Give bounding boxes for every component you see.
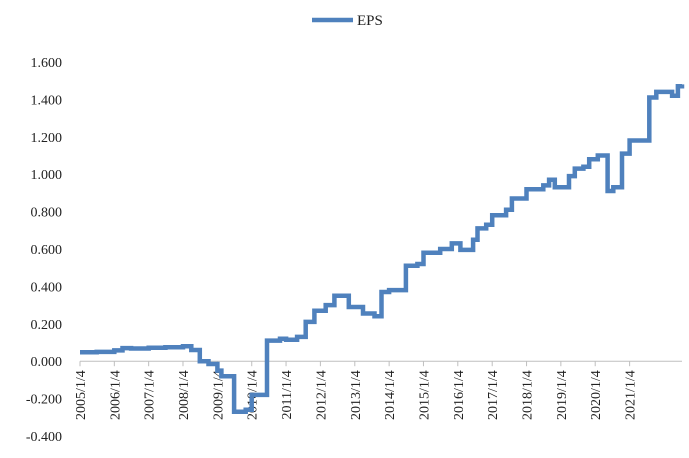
y-tick-label: 1.000 xyxy=(31,168,63,183)
y-tick-label: 1.200 xyxy=(31,131,63,146)
x-tick-label: 2012/1/4 xyxy=(314,370,329,420)
x-tick-label: 2007/1/4 xyxy=(143,370,158,420)
y-tick-label: -0.200 xyxy=(26,393,62,408)
y-tick-label: 0.600 xyxy=(31,243,63,258)
legend-label-eps: EPS xyxy=(357,13,383,29)
y-tick-label: 1.400 xyxy=(31,93,63,108)
x-tick-label: 2017/1/4 xyxy=(486,370,501,420)
x-tick-label: 2015/1/4 xyxy=(417,370,432,420)
legend: EPS xyxy=(312,13,383,29)
x-tick-label: 2013/1/4 xyxy=(349,370,364,420)
x-axis-tick-labels: 2005/1/4 2006/1/4 2007/1/4 2008/1/4 2009/1/4… xyxy=(74,370,639,420)
x-tick-label: 2014/1/4 xyxy=(383,370,398,420)
x-tick-label: 2008/1/4 xyxy=(177,370,192,420)
x-tick-label: 2016/1/4 xyxy=(452,370,467,420)
x-tick-label: 2019/1/4 xyxy=(555,370,570,420)
x-tick-label: 2011/1/4 xyxy=(280,370,295,419)
y-tick-label: 0.800 xyxy=(31,206,63,221)
y-tick-label: 0.000 xyxy=(31,355,63,370)
y-tick-label: 0.200 xyxy=(31,318,63,333)
x-tick-label: 2006/1/4 xyxy=(108,370,123,420)
y-tick-label: -0.400 xyxy=(26,430,62,445)
x-tick-label: 2020/1/4 xyxy=(589,370,604,420)
x-tick-label: 2018/1/4 xyxy=(521,370,536,420)
y-tick-label: 1.600 xyxy=(31,56,63,71)
series-line-eps xyxy=(80,84,685,414)
y-tick-label: 0.400 xyxy=(31,280,63,295)
y-axis-tick-labels: 1.600 1.400 1.200 1.000 0.800 0.600 0.400 0.200… xyxy=(26,56,62,445)
x-axis-ticks xyxy=(79,361,631,367)
x-tick-label: 2009/1/4 xyxy=(211,370,226,420)
x-tick-label: 2005/1/4 xyxy=(74,370,89,420)
x-tick-label: 2021/1/4 xyxy=(624,370,639,420)
